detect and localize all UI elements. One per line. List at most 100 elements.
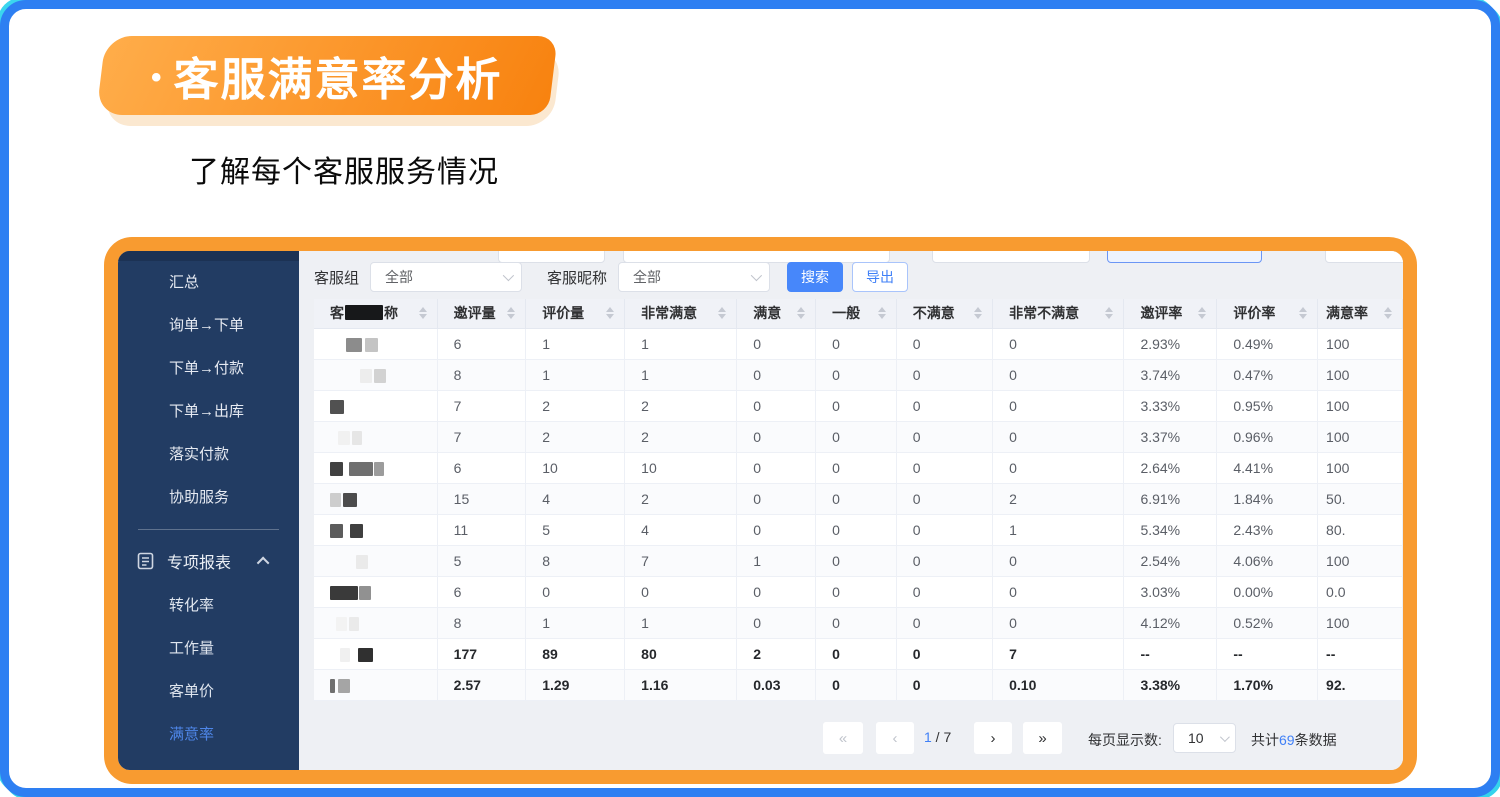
sort-icon[interactable] <box>507 307 516 320</box>
mosaic-block <box>330 678 335 693</box>
page-size-select[interactable]: 10 <box>1173 723 1236 753</box>
sort-icon[interactable] <box>1105 307 1114 320</box>
sidebar-item-汇总[interactable]: 汇总 <box>169 274 200 291</box>
sort-icon[interactable] <box>877 307 886 320</box>
nickname-select[interactable]: 全部 <box>618 262 771 292</box>
cell: 0.47% <box>1216 359 1319 391</box>
cell: 0.52% <box>1216 607 1319 639</box>
sidebar-subitem-转化率[interactable]: 转化率 <box>169 597 215 614</box>
mosaic-block <box>359 585 371 600</box>
cell: 0 <box>736 514 817 546</box>
sort-icon[interactable] <box>606 307 615 320</box>
cell: 4.12% <box>1123 607 1218 639</box>
cell: 5 <box>437 545 527 577</box>
column-header-满意[interactable]: 满意 <box>736 299 817 329</box>
sort-icon[interactable] <box>797 307 806 320</box>
filter-bar: 客服组 全部 客服昵称 全部 搜索 导出 <box>314 262 909 292</box>
next-page-button[interactable]: › <box>974 722 1012 754</box>
pagination: « ‹ 1 / 7 › » 每页显示数: 10 共计69条数据 <box>299 722 1403 754</box>
sidebar-item-下单→付款[interactable]: 下单→付款 <box>169 360 245 377</box>
column-header-非常不满意[interactable]: 非常不满意 <box>992 299 1125 329</box>
table-row[interactable]: 6 0 0 0 0 0 0 3.03% 0.00% 0.0 <box>314 576 1403 608</box>
cell: 2 <box>525 390 626 422</box>
column-header-nickname[interactable]: 客称 <box>314 299 438 329</box>
cell: 0 <box>815 421 897 453</box>
search-button[interactable]: 搜索 <box>787 262 844 292</box>
cutoff-input-1[interactable] <box>498 251 605 263</box>
export-button[interactable]: 导出 <box>852 262 909 292</box>
cell: 50. <box>1317 483 1403 515</box>
cell: 0 <box>815 328 897 360</box>
cell: 0 <box>992 359 1125 391</box>
cell: 0 <box>815 545 897 577</box>
table-row[interactable]: 6 10 10 0 0 0 0 2.64% 4.41% 100 <box>314 452 1403 484</box>
cell: 0 <box>815 452 897 484</box>
total-count: 69 <box>1279 732 1295 748</box>
cutoff-input-3[interactable] <box>932 251 1090 263</box>
sidebar-item-协助服务[interactable]: 协助服务 <box>169 489 230 506</box>
table-row[interactable]: 8 1 1 0 0 0 0 3.74% 0.47% 100 <box>314 359 1403 391</box>
document-icon <box>137 552 154 570</box>
table-row[interactable]: 8 1 1 0 0 0 0 4.12% 0.52% 100 <box>314 607 1403 639</box>
cutoff-input-4[interactable] <box>1107 251 1262 263</box>
total-pages: 7 <box>943 729 952 745</box>
table-row[interactable]: 15 4 2 0 0 0 2 6.91% 1.84% 50. <box>314 483 1403 515</box>
column-header-不满意[interactable]: 不满意 <box>896 299 994 329</box>
prev-page-button[interactable]: ‹ <box>876 722 914 754</box>
table-row[interactable]: 7 2 2 0 0 0 0 3.37% 0.96% 100 <box>314 421 1403 453</box>
table-row[interactable]: 11 5 4 0 0 0 1 5.34% 2.43% 80. <box>314 514 1403 546</box>
column-header-一般[interactable]: 一般 <box>815 299 897 329</box>
sort-icon[interactable] <box>718 307 727 320</box>
table-row[interactable]: 6 1 1 0 0 0 0 2.93% 0.49% 100 <box>314 328 1403 360</box>
sidebar-subitem-工作量[interactable]: 工作量 <box>169 640 215 657</box>
cell: 5 <box>525 514 626 546</box>
cell: 0 <box>736 576 817 608</box>
group-select[interactable]: 全部 <box>370 262 523 292</box>
column-header-满意率[interactable]: 满意率 <box>1317 299 1403 329</box>
cell: 7 <box>624 545 738 577</box>
cell: 0 <box>992 607 1125 639</box>
cell: 4.06% <box>1216 545 1319 577</box>
chevron-up-icon[interactable] <box>256 556 270 569</box>
table-row[interactable]: 2.57 1.29 1.16 0.03 0 0 0.10 3.38% 1.70% 92. <box>314 669 1403 701</box>
column-header-非常满意[interactable]: 非常满意 <box>624 299 738 329</box>
sort-icon[interactable] <box>1384 307 1392 320</box>
sort-icon[interactable] <box>1299 307 1308 320</box>
current-page: 1 <box>924 729 932 745</box>
column-header-邀评量[interactable]: 邀评量 <box>437 299 527 329</box>
table-row[interactable]: 7 2 2 0 0 0 0 3.33% 0.95% 100 <box>314 390 1403 422</box>
cell: 2 <box>624 483 738 515</box>
sort-icon[interactable] <box>418 307 427 320</box>
last-page-button[interactable]: » <box>1023 722 1062 754</box>
sidebar-item-落实付款[interactable]: 落实付款 <box>169 446 230 463</box>
sort-icon[interactable] <box>974 307 983 320</box>
sidebar-divider <box>138 529 279 530</box>
first-page-button[interactable]: « <box>823 722 863 754</box>
sidebar-subitem-满意率[interactable]: 满意率 <box>169 726 215 743</box>
sort-icon[interactable] <box>1198 307 1207 320</box>
table-row[interactable]: 177 89 80 2 0 0 7 -- -- -- <box>314 638 1403 670</box>
cell: 0 <box>896 607 994 639</box>
column-header-邀评率[interactable]: 邀评率 <box>1123 299 1218 329</box>
column-header-评价量[interactable]: 评价量 <box>525 299 626 329</box>
cell: 2.64% <box>1123 452 1218 484</box>
cell: 3.38% <box>1123 669 1218 701</box>
cell: 100 <box>1317 607 1403 639</box>
mosaic-block <box>374 368 386 383</box>
group-select-value: 全部 <box>385 269 414 285</box>
cell: 2.43% <box>1216 514 1319 546</box>
cell: 0 <box>992 421 1125 453</box>
column-header-评价率[interactable]: 评价率 <box>1216 299 1319 329</box>
mosaic-block <box>349 616 359 631</box>
sidebar-item-询单→下单[interactable]: 询单→下单 <box>169 317 245 334</box>
nickname-filter-label: 客服昵称 <box>547 269 608 287</box>
cell: 1 <box>525 607 626 639</box>
cell: 8 <box>525 545 626 577</box>
table-row[interactable]: 5 8 7 1 0 0 0 2.54% 4.06% 100 <box>314 545 1403 577</box>
sidebar-section-special-reports[interactable]: 专项报表 <box>118 538 299 584</box>
sidebar-item-下单→出库[interactable]: 下单→出库 <box>169 403 245 420</box>
cutoff-input-5[interactable] <box>1325 251 1403 263</box>
cell: 1 <box>525 328 626 360</box>
mosaic-block <box>338 678 350 693</box>
sidebar-subitem-客单价[interactable]: 客单价 <box>169 683 215 700</box>
